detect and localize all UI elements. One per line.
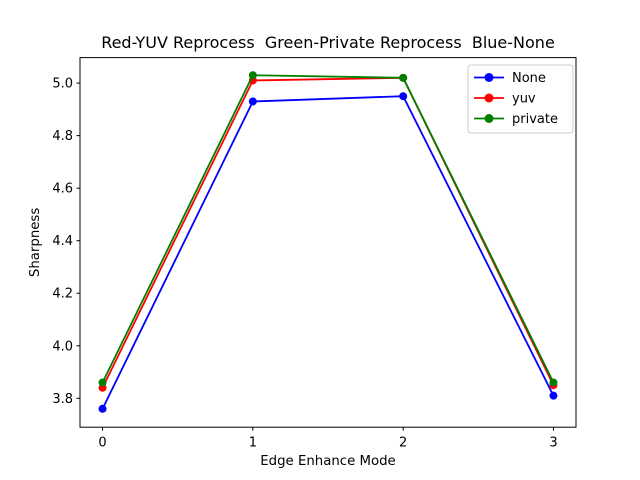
series-line-private: [101, 74, 555, 383]
x-tick-label: 1: [249, 436, 257, 451]
y-tick-label: 5.0: [52, 77, 73, 92]
x-tick-label: 3: [549, 436, 557, 451]
legend-label-yuv: yuv: [512, 92, 536, 107]
data-point-private-0: [98, 378, 107, 387]
data-point-private-2: [399, 73, 408, 82]
data-point-private-1: [248, 71, 257, 80]
y-tick-label: 4.8: [52, 129, 73, 144]
x-tick-label: 0: [98, 436, 106, 451]
y-tick-label: 3.8: [52, 392, 73, 407]
y-tick-label: 4.0: [52, 339, 73, 354]
legend-marker-private: [484, 114, 494, 123]
x-axis-label: Edge Enhance Mode: [260, 454, 395, 469]
data-point-None-1: [248, 97, 257, 106]
y-axis-label: Sharpness: [28, 208, 43, 277]
y-tick-label: 4.6: [52, 182, 73, 197]
plot-border: [79, 57, 577, 428]
chart-title: Red-YUV Reprocess Green-Private Reproces…: [101, 33, 555, 52]
data-point-None-0: [98, 404, 107, 413]
y-tick-label: 4.2: [52, 287, 73, 302]
data-point-None-2: [399, 92, 408, 101]
series-line-None: [101, 95, 555, 410]
y-tick-label: 4.4: [52, 234, 73, 249]
legend-label-private: private: [512, 112, 558, 127]
data-point-private-3: [549, 378, 558, 387]
legend-box: [467, 64, 574, 134]
legend-marker-yuv: [484, 93, 494, 103]
data-point-None-3: [549, 391, 558, 400]
x-tick-label: 2: [399, 436, 407, 451]
legend-label-None: None: [512, 71, 546, 86]
legend-marker-None: [484, 73, 494, 82]
